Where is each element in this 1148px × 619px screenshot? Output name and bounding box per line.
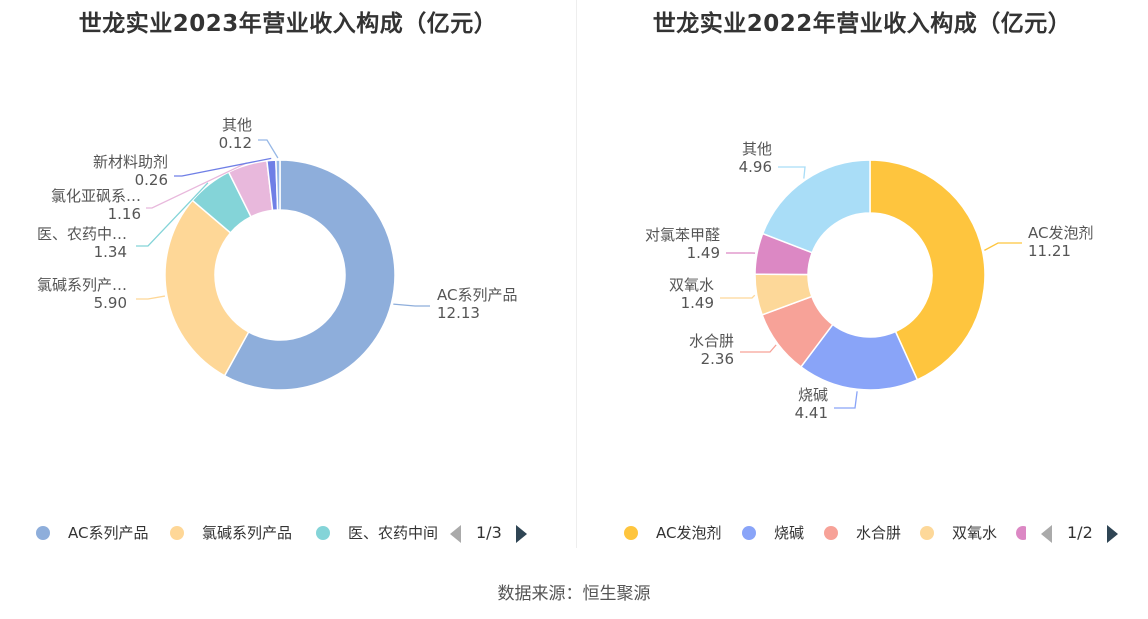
slice-value-label: 1.16 — [108, 205, 141, 223]
legend-dot — [316, 526, 330, 540]
chart-title-2022: 世龙实业2022年营业收入构成（亿元） — [652, 11, 1072, 37]
legend-pager-2023: 1/3 — [450, 518, 530, 548]
legend-item-2022-4[interactable] — [1016, 518, 1026, 548]
slice-value-label: 0.12 — [219, 134, 252, 152]
slice-name-label: 水合肼 — [689, 332, 734, 350]
legend-item-2022-1[interactable]: 烧碱 — [742, 518, 822, 548]
leader-line-1-3 — [720, 294, 756, 299]
donut-slice-0-1[interactable] — [164, 199, 250, 377]
donut-slice-0-5[interactable] — [275, 159, 281, 211]
legend-label: 水合肼 — [856, 524, 902, 542]
legend-item-2022-3[interactable]: 双氧水 — [920, 518, 1015, 548]
slice-value-label: 11.21 — [1028, 242, 1071, 260]
leader-line-0-2 — [136, 182, 209, 247]
slice-name-label: 烧碱 — [798, 386, 828, 404]
prev-page-icon[interactable] — [450, 525, 461, 543]
legend-label: 烧碱 — [774, 524, 805, 542]
legend-item-2023-2[interactable]: 医、农药中间 — [316, 518, 438, 548]
legend-dot — [920, 526, 934, 540]
legend-label: AC系列产品 — [68, 524, 149, 542]
legend-item-2022-0[interactable]: AC发泡剂 — [624, 518, 739, 548]
leader-line-0-0 — [393, 303, 430, 307]
slice-value-label: 12.13 — [437, 304, 480, 322]
chart-title-2023: 世龙实业2023年营业收入构成（亿元） — [78, 11, 498, 37]
slice-name-label: 其他 — [222, 116, 252, 134]
legend-dot — [624, 526, 638, 540]
slice-value-label: 1.49 — [681, 294, 714, 312]
slice-name-label: 其他 — [742, 140, 772, 158]
donut-slice-0-0[interactable] — [223, 159, 396, 391]
legend-label: 氯碱系列产品 — [202, 524, 293, 542]
legend-item-2023-0[interactable]: AC系列产品 — [36, 518, 171, 548]
legend-label: 双氧水 — [952, 524, 998, 542]
leader-line-1-1 — [834, 391, 858, 409]
slice-value-label: 4.41 — [795, 404, 828, 422]
slice-name-label: AC系列产品 — [437, 286, 517, 304]
legend-dot — [824, 526, 838, 540]
next-page-icon[interactable] — [516, 525, 527, 543]
leader-line-0-4 — [174, 157, 272, 177]
legend-item-2022-2[interactable]: 水合肼 — [824, 518, 919, 548]
donut-slice-1-5[interactable] — [761, 159, 871, 254]
leader-line-1-2 — [740, 344, 777, 353]
slice-name-label: AC发泡剂 — [1028, 224, 1093, 242]
legend-page-number: 1/2 — [1067, 523, 1093, 542]
leader-line-0-1 — [136, 295, 166, 300]
next-page-icon[interactable] — [1107, 525, 1118, 543]
slice-value-label: 0.26 — [135, 171, 168, 189]
leader-line-0-5 — [258, 139, 279, 159]
donut-chart-2022: AC发泡剂11.21烧碱4.41水合肼2.36双氧水1.49对氯苯甲醛1.49其… — [645, 140, 1094, 422]
legend-pager-2022: 1/2 — [1041, 518, 1121, 548]
chart-panel-2023: 世龙实业2023年营业收入构成（亿元） AC系列产品 12.13 氯碱系列产… 5.9… — [0, 0, 576, 555]
leader-line-1-5 — [778, 166, 806, 179]
legend-dot — [170, 526, 184, 540]
slice-value-label: 4.96 — [739, 158, 772, 176]
slice-name-label: 新材料助剂 — [93, 153, 168, 171]
data-source-note: 数据来源：恒生聚源 — [497, 584, 651, 604]
slice-name-label: 对氯苯甲醛 — [645, 226, 720, 244]
legend-dot — [742, 526, 756, 540]
legend-item-2023-1[interactable]: 氯碱系列产品 — [170, 518, 320, 548]
slice-value-label: 5.90 — [94, 294, 127, 312]
panel-divider — [576, 0, 577, 548]
slice-value-label: 1.49 — [687, 244, 720, 262]
slice-name-label: 氯碱系列产… — [37, 276, 127, 294]
legend-dot — [1016, 526, 1026, 540]
legend-label: 医、农药中间 — [348, 524, 438, 542]
donut-slice-1-0[interactable] — [869, 159, 986, 381]
leader-line-0-3 — [146, 162, 247, 209]
legend-page-number: 1/3 — [476, 523, 502, 542]
slice-name-label: 双氧水 — [669, 276, 714, 294]
leader-line-1-0 — [984, 242, 1022, 251]
chart-panel-2022: 世龙实业2022年营业收入构成（亿元） AC发泡剂 11.21 烧碱 4.41 水合肼 2… — [576, 0, 1148, 555]
slice-name-label: 医、农药中… — [37, 225, 127, 243]
slice-value-label: 1.34 — [94, 243, 127, 261]
slice-value-label: 2.36 — [701, 350, 734, 368]
prev-page-icon[interactable] — [1041, 525, 1052, 543]
legend-dot — [36, 526, 50, 540]
slice-name-label: 氯化亚砜系… — [51, 187, 141, 205]
legend-label: AC发泡剂 — [656, 524, 722, 542]
